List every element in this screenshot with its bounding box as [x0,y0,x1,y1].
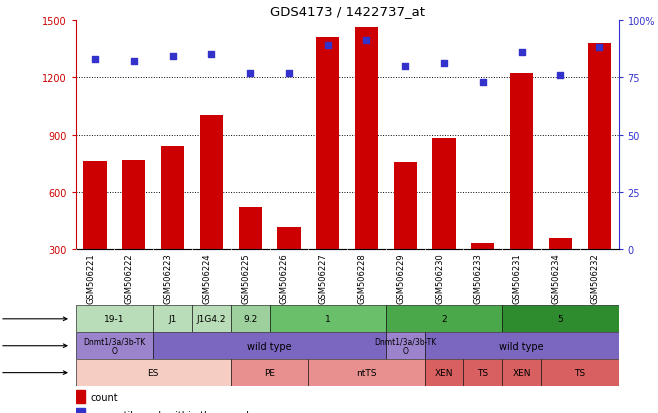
Bar [153,306,192,332]
Bar [432,139,455,307]
Bar [231,306,270,332]
Text: 19-1: 19-1 [104,315,125,323]
Text: 9.2: 9.2 [243,315,257,323]
Bar [541,359,619,386]
Text: ES: ES [147,368,159,377]
Text: percentile rank within the sample: percentile rank within the sample [90,410,255,413]
Point [555,72,566,79]
Bar [309,359,424,386]
Text: GSM506224: GSM506224 [203,253,211,303]
Text: GSM506232: GSM506232 [590,253,599,303]
Bar [424,332,619,359]
Text: GSM506227: GSM506227 [318,253,328,303]
Text: Dnmt1/3a/3b-TK
O: Dnmt1/3a/3b-TK O [84,336,145,356]
Bar [316,38,340,307]
Bar [549,238,572,307]
Text: GSM506222: GSM506222 [125,253,134,303]
Text: PE: PE [264,368,275,377]
Bar [161,147,184,307]
Text: GSM506229: GSM506229 [396,253,405,303]
Point [322,43,333,49]
Text: TS: TS [574,368,586,377]
Text: GSM506226: GSM506226 [280,253,289,303]
Bar [502,306,619,332]
Text: GSM506221: GSM506221 [86,253,95,303]
Point [361,38,372,45]
Bar [355,28,378,307]
Text: cell type: cell type [0,368,67,377]
Text: J1G4.2: J1G4.2 [197,315,226,323]
Bar [231,359,309,386]
Bar [200,116,223,307]
Text: wild type: wild type [247,341,292,351]
Bar [76,332,153,359]
Bar [502,359,541,386]
Bar [424,359,463,386]
Bar [76,408,86,413]
Bar [238,208,262,307]
Text: genotype/variation: genotype/variation [0,342,67,350]
Point [400,63,411,70]
Bar [192,306,231,332]
Bar [84,162,107,307]
Point [478,79,488,86]
Text: ntTS: ntTS [356,368,377,377]
Text: GSM506228: GSM506228 [357,253,367,303]
Bar [463,359,502,386]
Point [517,50,527,56]
Text: GSM506231: GSM506231 [513,253,522,303]
Text: GSM506223: GSM506223 [164,253,172,303]
Text: 2: 2 [442,315,447,323]
Text: GSM506230: GSM506230 [435,253,444,303]
Point [206,52,216,58]
Text: Dnmt1/3a/3b-TK
O: Dnmt1/3a/3b-TK O [374,336,436,356]
Point [89,56,100,63]
Text: J1: J1 [168,315,177,323]
Bar [76,359,231,386]
Text: GSM506225: GSM506225 [241,253,250,303]
Bar [393,163,417,307]
Text: 5: 5 [557,315,563,323]
Bar [510,74,533,307]
Bar [76,390,86,403]
Bar [270,306,386,332]
Bar [76,306,153,332]
Bar [386,306,502,332]
Point [245,70,255,77]
Text: cell line: cell line [0,315,67,323]
Text: XEN: XEN [435,368,453,377]
Point [594,45,605,52]
Point [167,54,178,61]
Point [439,61,449,67]
Text: GSM506234: GSM506234 [551,253,561,303]
Point [128,59,139,65]
Title: GDS4173 / 1422737_at: GDS4173 / 1422737_at [270,5,424,18]
Bar [122,161,145,307]
Text: GSM506233: GSM506233 [474,253,483,304]
Text: wild type: wild type [499,341,544,351]
Text: count: count [90,392,118,401]
Bar [386,332,424,359]
Bar [588,43,611,307]
Bar [153,332,386,359]
Text: 1: 1 [325,315,330,323]
Bar [277,228,301,307]
Text: XEN: XEN [513,368,531,377]
Point [284,70,294,77]
Bar [471,243,494,307]
Text: TS: TS [477,368,488,377]
